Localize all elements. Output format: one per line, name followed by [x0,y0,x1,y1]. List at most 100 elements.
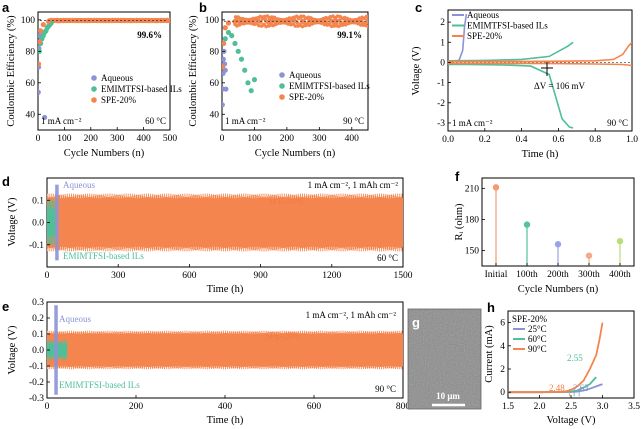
x-tick-label: 1.5 [502,402,514,412]
y-tick-label: 40 [210,110,220,120]
x-tick-label: 400 [136,134,151,144]
panel-letter-d: d [2,174,10,189]
legend-marker-aqueous [91,75,97,81]
x-tick-label: 0 [220,134,225,144]
x-tick-label: 1200 [322,271,341,281]
point-spe-20- [40,21,46,28]
spe-voltage-band [47,330,403,370]
spe-point [366,24,368,29]
legend-label: 25°C [528,324,547,334]
line-90c [508,322,604,394]
y-tick-label: 80 [210,47,220,57]
spe-point [299,14,303,19]
marker-200th [554,241,562,248]
y-tick-label: -1 [437,79,445,89]
y-tick-label: 210 [465,184,480,194]
legend-label: 60°C [528,334,547,344]
y-tick-label: 2 [440,18,445,28]
y-tick-label: 100 [21,16,36,26]
x-tick-label: 100 [247,134,262,144]
y-tick-label: 0.1 [32,330,44,340]
legend-label: 90°C [528,344,547,354]
x-axis-label: Cycle Numbers (n) [518,284,599,295]
efficiency-label: 99.6% [137,30,162,40]
condition-label: 1 mA cm⁻², 1 mAh cm⁻² [308,180,399,190]
plot-frame [37,11,171,131]
panel-letter-f: f [455,169,460,184]
panel-e-cycling-90c: 0 200 400 600 800 -0.3 -0.2 -0.1 0.0 0.1 0.2 0.3 Aq… [7,298,410,426]
y-tick-label: 80 [26,47,36,57]
point-spe-20- [38,28,44,34]
legend-title: SPE-20% [512,314,548,324]
panel-letter-e: e [2,299,9,314]
y-tick-label: 40 [26,110,36,120]
x-tick-label: 400 [345,134,360,144]
x-tick-label: 0.8 [589,135,601,145]
spe-point [265,14,270,18]
marker-initial [492,184,500,191]
efficiency-label: 99.1% [337,30,362,40]
panel-a-coulombic-efficiency-60c: 0 100 200 300 400 500 40 60 80 100 99.6% 1 mA cm⁻… [6,11,182,159]
point-spe-20- [127,17,133,24]
point-spe-20- [38,39,42,45]
y-tick-label: -0.1 [29,362,44,372]
x-tick-label: 300th [578,270,600,280]
onset-90c-label: 2.48 [549,383,565,393]
y-tick-label: 0 [440,58,445,68]
x-tick-label: 300 [312,134,327,144]
x-tick-label: 200 [129,402,144,412]
point-spe-20- [38,61,42,67]
y-tick-label: 150 [465,246,480,256]
plot-frame [447,9,633,132]
point-spe-20- [332,18,339,24]
spe-point [233,15,238,19]
legend-label: Aqueous [467,10,499,20]
point-aqueous [42,114,48,121]
x-axis-label: Cycle Numbers (n) [255,148,336,159]
panel-letter-a: a [2,0,10,15]
y-tick-label: 180 [465,215,480,225]
x-tick-label: 900 [253,271,268,281]
point-emimtfsi-based-ils [222,36,228,42]
current-density-label: 1 mA cm⁻² [225,116,266,126]
y-axis-label: Coulombic Efficiency (%) [6,15,17,127]
point-aqueous [222,102,225,108]
x-tick-label: 0 [45,402,50,412]
line-spe-20-discharge [448,62,632,67]
legend-label: Aqueous [289,70,321,80]
line-aqueous [448,13,468,64]
legend-marker-aqueous [279,72,285,78]
y-axis-label: Voltage (V) [7,325,18,375]
y-tick-label: 0.0 [32,219,44,229]
x-tick-label: 3.5 [628,402,640,412]
legend-label: EMIMTFSI-based ILs [467,21,548,31]
current-density-label: 1 mA cm⁻² [41,116,82,126]
legend-label: SPE-20% [101,95,137,105]
spe-label: SPE-20% [268,196,304,206]
point-emimtfsi-based-ils [251,77,258,83]
point-spe-20- [167,17,170,24]
point-spe-20- [365,18,368,24]
temperature-label: 60 °C [145,116,166,126]
point-emimtfsi-based-ils [232,40,238,47]
panel-letter-g: g [412,315,420,330]
legend-label: SPE-20% [289,92,325,102]
y-axis-label: Voltage (V) [411,46,422,96]
y-tick-label: 60 [26,79,36,89]
ils-label: EMIMTFSI-based ILs [63,251,144,261]
legend-marker-spe-20- [91,97,97,103]
panel-g-sem-image: g 10 μm [407,308,482,410]
sem-frame [407,308,482,410]
point-emimtfsi-based-ils [225,29,232,36]
point-spe-20- [222,64,226,70]
y-tick-label: -0.3 [29,394,44,404]
x-tick-label: 0.2 [479,135,491,145]
spe-point [293,24,298,28]
scale-bar-label: 10 μm [436,391,460,401]
spe-point [259,20,263,24]
x-tick-label: 2.5 [565,402,577,412]
spe-point [295,20,300,25]
aqueous-voltage-band [54,305,58,395]
x-tick-label: 800 [396,402,411,412]
